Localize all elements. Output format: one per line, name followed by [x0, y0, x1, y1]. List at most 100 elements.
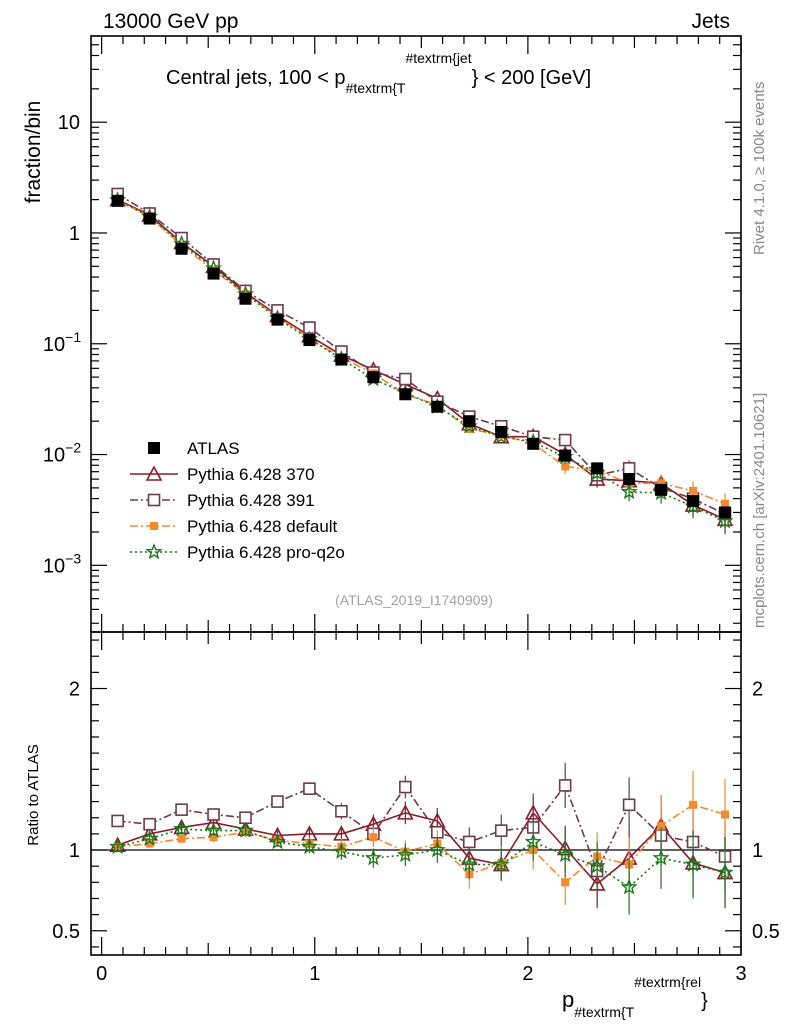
main-title-superscript: #textrm{jet: [405, 50, 471, 66]
ratio-point: [111, 814, 124, 828]
main-y-tick-label: 10−3: [43, 550, 81, 577]
ratio-point: [652, 849, 670, 866]
legend-marker: [150, 522, 158, 530]
legend-label: Pythia 6.428 default: [187, 517, 338, 536]
main-y-tick-label: 1: [69, 223, 80, 245]
data-point: [271, 313, 284, 326]
x-axis-label-subscript: #textrm{T: [574, 1004, 634, 1020]
ratio-series-proq2o: [109, 820, 734, 915]
legend-marker: [147, 493, 161, 507]
ratio-y-tick-label: 0.5: [52, 921, 80, 943]
collision-label: 13000 GeV pp: [103, 10, 238, 33]
svg-text:Central jets, 100 < p#textrm{T: Central jets, 100 < p#textrm{T #textrm{je…: [166, 50, 591, 96]
ratio-point: [588, 857, 606, 874]
data-point: [175, 242, 188, 255]
data-point: [620, 482, 638, 500]
ratio-y-tick-label-right: 0.5: [752, 921, 780, 943]
data-point: [111, 194, 124, 207]
ratio-point: [332, 842, 350, 859]
ratio-point: [143, 817, 156, 831]
data-point: [367, 371, 380, 384]
ratio-point: [524, 833, 542, 850]
ratio-point: [684, 855, 702, 872]
ratio-point: [716, 863, 734, 880]
ratio-series-p370: [109, 793, 734, 909]
x-axis-label-text: p: [562, 987, 574, 1012]
data-point: [495, 425, 508, 438]
data-point: [689, 486, 698, 495]
main-series-layer: [109, 187, 734, 535]
data-point: [143, 212, 156, 225]
main-y-tick-label-base: 10: [43, 334, 65, 356]
x-tick-label: 1: [309, 963, 320, 985]
ratio-point: [657, 821, 666, 830]
legend-marker: [145, 465, 163, 481]
legend-label: Pythia 6.428 370: [187, 465, 315, 484]
rivet-version-label: Rivet 4.1.0, ≥ 100k events: [751, 82, 768, 255]
ratio-point: [177, 834, 186, 843]
legend-marker: [148, 442, 160, 454]
ratio-point: [364, 849, 382, 866]
legend-entry-default: Pythia 6.428 default: [130, 517, 338, 536]
ratio-y-axis-label: Ratio to ATLAS: [25, 744, 42, 845]
svg-text:p#textrm{T#textrm{rel}: p#textrm{T#textrm{rel}: [562, 974, 708, 1020]
ratio-point: [175, 803, 188, 816]
ratio-point: [271, 795, 284, 808]
ratio-y-tick-label-right: 2: [752, 679, 763, 701]
ratio-point: [303, 782, 316, 795]
legend-entry-atlas: ATLAS: [148, 439, 240, 458]
main-title-text: Central jets, 100 < p: [166, 67, 346, 89]
legend-label: ATLAS: [187, 439, 240, 458]
legend-label: Pythia 6.428 pro-q2o: [187, 543, 345, 562]
data-point: [623, 473, 636, 486]
series-line-default: [117, 198, 726, 505]
data-point: [716, 512, 734, 529]
main-y-tick-label-exp: −3: [65, 550, 81, 566]
main-y-axis-label: fraction/bin: [22, 101, 45, 204]
main-y-tick-label: 10−1: [43, 329, 81, 356]
ratio-point: [428, 841, 446, 858]
ratio-point: [622, 798, 636, 812]
x-tick-label: 3: [735, 963, 746, 985]
ratio-point: [561, 878, 570, 887]
ratio-series-layer: [109, 762, 734, 915]
legend-marker: [145, 543, 163, 560]
main-y-tick-label-exp: −1: [65, 329, 81, 345]
ratio-point: [721, 810, 730, 819]
data-point: [463, 415, 476, 428]
data-point: [561, 462, 570, 471]
x-tick-label: 0: [96, 963, 107, 985]
main-title-subscript: #textrm{T: [346, 80, 406, 96]
legend-entry-proq2o: Pythia 6.428 pro-q2o: [130, 543, 345, 562]
ratio-point: [239, 811, 252, 825]
data-point: [719, 506, 732, 519]
ratio-point: [399, 780, 412, 794]
x-axis-label-superscript: #textrm{rel: [634, 974, 701, 990]
ratio-point: [109, 837, 127, 855]
data-point: [687, 495, 700, 508]
data-point: [399, 372, 412, 386]
main-y-tick-label-base: 10: [58, 112, 80, 134]
data-point: [657, 479, 666, 488]
ratio-point: [494, 824, 508, 837]
ratio-point: [237, 821, 255, 838]
main-y-tick-label: 10−2: [43, 440, 81, 467]
ratio-point: [689, 800, 698, 809]
ratio-series-p391: [111, 762, 732, 896]
ratio-point: [556, 845, 574, 863]
ratio-line-default: [117, 803, 726, 884]
series-atlas: [111, 194, 732, 519]
main-y-tick-label-base: 10: [43, 445, 65, 467]
data-point: [431, 400, 444, 413]
legend-entry-p370: Pythia 6.428 370: [130, 465, 315, 484]
data-point: [239, 292, 252, 305]
ratio-point: [620, 878, 638, 895]
main-title-tail: } < 200 [GeV]: [472, 67, 592, 89]
main-y-tick-label-exp: −2: [65, 440, 81, 456]
data-point: [622, 462, 636, 475]
legend-entry-p391: Pythia 6.428 391: [130, 491, 315, 510]
ratio-point: [268, 833, 286, 850]
ratio-point: [335, 804, 348, 818]
